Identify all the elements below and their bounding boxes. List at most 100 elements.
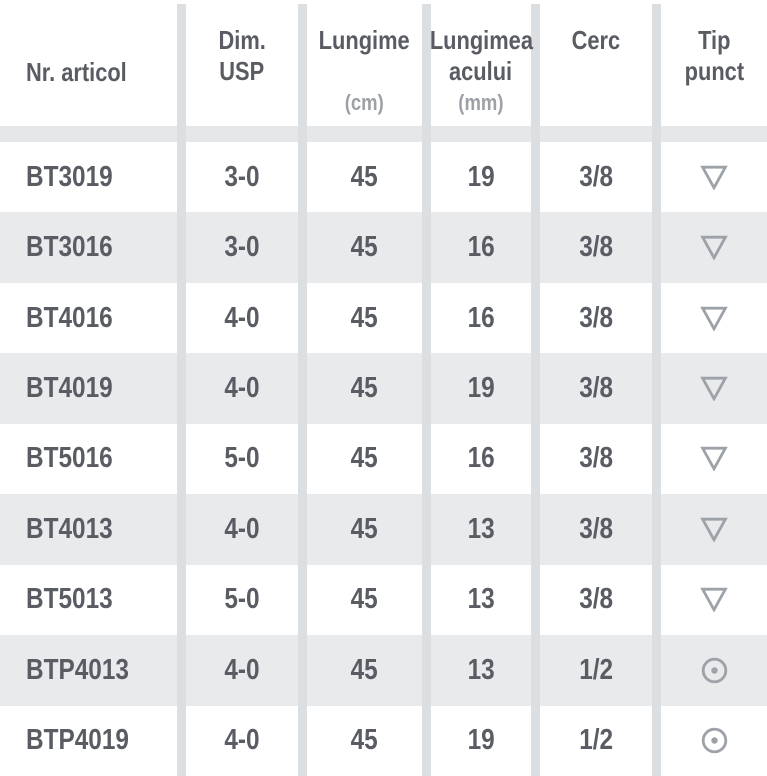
triangle-down-icon — [700, 235, 728, 261]
column-separator — [177, 564, 186, 636]
table-row: BTP4013 4-0 45 13 1/2 — [0, 635, 767, 706]
column-separator — [422, 0, 431, 126]
cell-value: 3/8 — [579, 583, 613, 616]
cell-value: 4-0 — [224, 653, 260, 686]
column-separator — [652, 564, 661, 636]
column-separator — [422, 126, 431, 142]
cell-value: 3/8 — [579, 160, 613, 193]
cell-value: BTP4013 — [26, 653, 129, 686]
cell-value: BT3016 — [26, 231, 113, 264]
cell-value: 16 — [467, 442, 495, 475]
cell-value: 13 — [467, 653, 495, 686]
cell-value: 13 — [467, 512, 495, 545]
cell-usp: 4-0 — [186, 635, 298, 705]
table-row: BT4016 4-0 45 16 3/8 — [0, 282, 767, 354]
cell-value: 5-0 — [224, 442, 260, 475]
table-header-row: Nr. articol Dim. USP Lungime (cm) Lungim… — [0, 0, 767, 126]
table-row: BT5016 5-0 45 16 3/8 — [0, 423, 767, 495]
cell-value: 45 — [350, 442, 379, 475]
column-separator — [177, 705, 186, 776]
column-separator — [298, 494, 307, 565]
column-separator — [652, 494, 661, 565]
column-separator — [422, 282, 431, 354]
cell-circle: 3/8 — [540, 353, 652, 423]
triangle-down-icon — [700, 376, 728, 402]
column-header-lungimea-acului: Lungimea acului (mm) — [429, 0, 533, 126]
cell-needle_mm: 13 — [431, 494, 531, 564]
column-separator — [298, 282, 307, 354]
column-header-label: punct — [684, 56, 744, 86]
column-separator — [531, 705, 540, 776]
cell-value: 4-0 — [224, 301, 260, 334]
cell-value: 1/2 — [579, 724, 613, 757]
column-header-dim-usp: Dim. USP — [186, 0, 298, 126]
cell-length_cm: 45 — [307, 706, 422, 776]
cell-value: 3-0 — [224, 160, 260, 193]
cell-tip-punct — [661, 494, 767, 564]
cell-circle: 3/8 — [540, 424, 652, 494]
column-separator — [177, 282, 186, 354]
cell-needle_mm: 16 — [431, 424, 531, 494]
column-separator — [652, 353, 661, 424]
cell-circle: 1/2 — [540, 706, 652, 776]
cell-length_cm: 45 — [307, 353, 422, 423]
column-separator — [652, 126, 661, 142]
cell-value: BT4019 — [26, 372, 113, 405]
cell-tip-punct — [661, 706, 767, 776]
column-separator — [531, 126, 540, 142]
cell-value: BT4016 — [26, 301, 113, 334]
circle-dot-icon — [700, 656, 729, 685]
cell-value: 45 — [350, 583, 379, 616]
cell-article: BT4013 — [0, 494, 177, 564]
table-row: BT4013 4-0 45 13 3/8 — [0, 494, 767, 565]
cell-value: 13 — [467, 583, 495, 616]
cell-length_cm: 45 — [307, 494, 422, 564]
cell-value: 45 — [350, 512, 379, 545]
column-header-nr-articol: Nr. articol — [0, 0, 177, 126]
column-separator — [298, 635, 307, 706]
cell-value: 16 — [467, 231, 495, 264]
column-separator — [177, 353, 186, 424]
column-separator — [652, 142, 661, 213]
cell-circle: 3/8 — [540, 283, 652, 353]
column-separator — [531, 142, 540, 213]
cell-length_cm: 45 — [307, 635, 422, 705]
cell-article: BT3016 — [0, 212, 177, 282]
cell-value: 19 — [467, 724, 495, 757]
cell-value: 3/8 — [579, 442, 613, 475]
column-separator — [422, 353, 431, 424]
column-header-label: Cerc — [571, 25, 621, 55]
cell-needle_mm: 19 — [431, 706, 531, 776]
cell-circle: 1/2 — [540, 635, 652, 705]
column-separator — [652, 212, 661, 283]
cell-circle: 3/8 — [540, 494, 652, 564]
table-row: BT5013 5-0 45 13 3/8 — [0, 564, 767, 636]
column-separator — [422, 705, 431, 776]
table-row: BT3019 3-0 45 19 3/8 — [0, 142, 767, 213]
column-separator — [177, 0, 186, 126]
cell-tip-punct — [661, 424, 767, 494]
column-separator — [177, 142, 186, 213]
cell-tip-punct — [661, 142, 767, 212]
cell-needle_mm: 19 — [431, 142, 531, 212]
column-separator — [177, 635, 186, 706]
header-gap-band — [0, 126, 767, 142]
table-row: BTP4019 4-0 45 19 1/2 — [0, 705, 767, 776]
triangle-down-icon — [700, 306, 728, 331]
column-separator — [177, 423, 186, 495]
column-separator — [422, 635, 431, 706]
cell-circle: 3/8 — [540, 212, 652, 282]
column-header-label: Lungime — [318, 25, 411, 55]
triangle-down-icon — [700, 165, 728, 190]
cell-circle: 3/8 — [540, 142, 652, 212]
column-header-label: Lungimea — [429, 25, 533, 55]
cell-value: 45 — [350, 372, 379, 405]
cell-value: BT3019 — [26, 160, 113, 193]
cell-usp: 3-0 — [186, 142, 298, 212]
column-separator — [298, 0, 307, 126]
cell-tip-punct — [661, 283, 767, 353]
triangle-down-icon — [700, 446, 728, 472]
cell-usp: 5-0 — [186, 565, 298, 635]
cell-value: 45 — [350, 231, 379, 264]
